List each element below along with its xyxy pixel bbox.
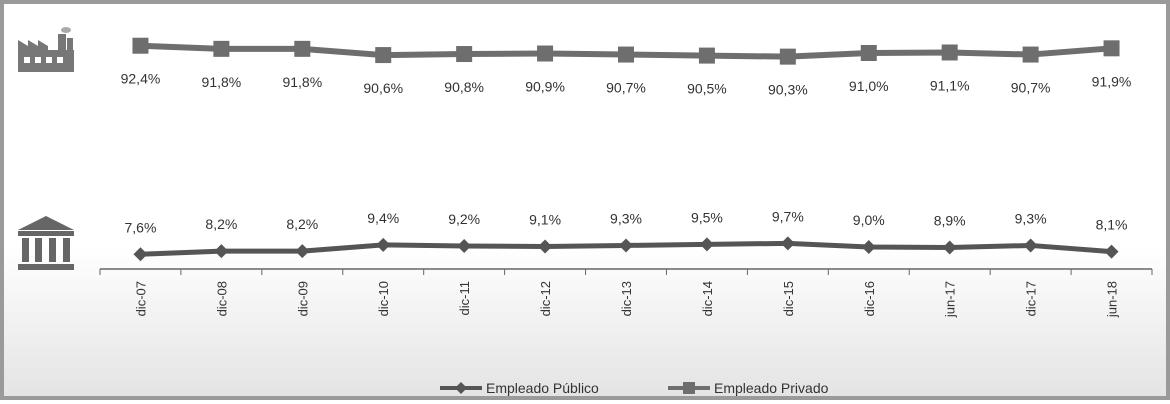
data-point-square (375, 47, 392, 64)
data-label: 9,3% (1015, 210, 1047, 226)
factory-icon (18, 27, 74, 72)
data-label: 90,5% (687, 81, 727, 97)
x-tick-label: jun-18 (1105, 281, 1120, 318)
data-point-diamond (133, 247, 148, 262)
x-tick-label: dic-17 (1024, 281, 1039, 316)
data-point-square (698, 47, 715, 64)
x-tick-label: dic-08 (214, 281, 229, 316)
data-label: 9,3% (610, 210, 642, 226)
x-axis: dic-07 dic-08 dic-09 dic-10 dic-11 dic-12 dic-… (99, 268, 1153, 318)
x-tick-label: dic-09 (295, 281, 310, 316)
government-building-icon (18, 216, 74, 270)
data-point-diamond (376, 237, 391, 252)
data-point-diamond (699, 237, 714, 252)
x-tick-label: jun-17 (943, 281, 958, 318)
data-point-diamond (861, 240, 876, 254)
x-tick-label: dic-13 (619, 281, 634, 316)
legend: Empleado Público Empleado Privado (440, 380, 829, 396)
data-point-square (941, 44, 958, 61)
legend-swatch-marker (683, 382, 695, 394)
data-label: 91,0% (849, 78, 889, 94)
data-label: 91,1% (930, 77, 970, 93)
data-label: 9,2% (448, 211, 480, 227)
data-point-square (456, 46, 473, 63)
data-label: 9,0% (853, 212, 885, 228)
data-point-square (294, 40, 311, 57)
series-empleado-publico (133, 236, 1119, 262)
data-label: 90,7% (1011, 80, 1051, 96)
data-label: 8,9% (934, 213, 966, 229)
x-tick-label: dic-15 (781, 281, 796, 316)
data-point-diamond (457, 238, 472, 253)
data-label: 9,7% (772, 208, 804, 224)
data-label: 90,7% (606, 80, 646, 96)
data-label: 9,5% (691, 209, 723, 225)
data-point-diamond (1023, 238, 1038, 253)
data-point-diamond (214, 244, 229, 259)
legend-label: Empleado Privado (714, 380, 829, 396)
data-point-square (213, 40, 230, 57)
data-point-square (132, 37, 149, 54)
x-tick-label: dic-12 (538, 281, 553, 316)
data-labels: 92,4% 91,8% 91,8% 90,6% 90,8% 90,9% 90,7% 90,5%… (121, 71, 1132, 236)
series-layer (132, 37, 1120, 262)
legend-entry-publico: Empleado Público (440, 380, 599, 396)
data-label: 90,8% (444, 79, 484, 95)
data-point-diamond (780, 236, 795, 251)
series-empleado-privado (132, 37, 1120, 65)
data-label: 91,8% (202, 74, 242, 90)
data-point-square (1103, 40, 1120, 57)
data-label: 92,4% (121, 71, 161, 87)
legend-entry-privado: Empleado Privado (668, 380, 829, 396)
data-point-square (1022, 46, 1039, 63)
data-label: 8,1% (1096, 217, 1128, 233)
data-point-square (537, 45, 554, 62)
legend-swatch-marker (455, 382, 467, 394)
x-tick-label: dic-11 (457, 281, 472, 315)
legend-label: Empleado Público (486, 380, 599, 396)
data-label: 7,6% (125, 219, 157, 235)
data-label: 8,2% (286, 216, 318, 232)
x-tick-label: dic-16 (862, 281, 877, 316)
x-tick-label: dic-07 (133, 281, 148, 316)
data-label: 90,3% (768, 82, 808, 98)
data-point-diamond (295, 244, 310, 259)
data-point-square (779, 48, 796, 65)
data-label: 90,6% (363, 80, 403, 96)
x-tick-label: dic-14 (700, 281, 715, 316)
x-tick-label: dic-10 (376, 281, 391, 316)
data-label: 9,4% (367, 210, 399, 226)
data-point-square (618, 46, 634, 63)
data-label: 90,9% (525, 79, 565, 95)
data-label: 9,1% (529, 211, 561, 227)
data-point-diamond (619, 238, 633, 253)
data-point-diamond (1104, 244, 1119, 259)
line-chart: dic-07 dic-08 dic-09 dic-10 dic-11 dic-12 dic-… (18, 27, 1153, 396)
data-point-diamond (538, 239, 553, 254)
data-label: 91,8% (282, 74, 322, 90)
data-label: 91,9% (1092, 73, 1132, 89)
data-point-square (860, 45, 877, 61)
data-label: 8,2% (205, 216, 237, 232)
data-point-diamond (942, 240, 957, 255)
